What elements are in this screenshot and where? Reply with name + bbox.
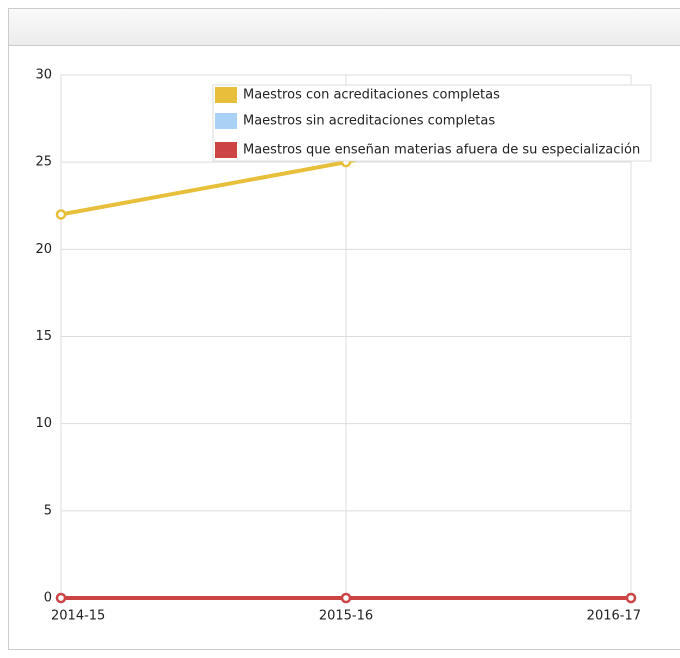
legend-label: Maestros sin acreditaciones completas bbox=[243, 114, 495, 129]
legend-swatch bbox=[215, 142, 237, 158]
x-tick-label: 2016-17 bbox=[587, 609, 641, 624]
x-tick-label: 2014-15 bbox=[51, 609, 105, 624]
y-tick-label: 20 bbox=[35, 242, 52, 257]
data-point bbox=[627, 594, 635, 602]
y-tick-label: 0 bbox=[44, 591, 52, 606]
y-tick-label: 10 bbox=[35, 416, 52, 431]
y-tick-label: 5 bbox=[44, 503, 52, 518]
legend-swatch bbox=[215, 113, 237, 129]
data-point bbox=[57, 594, 65, 602]
legend-swatch bbox=[215, 87, 237, 103]
data-point bbox=[57, 210, 65, 218]
legend-label: Maestros que enseñan materias afuera de … bbox=[243, 143, 640, 158]
data-point bbox=[342, 594, 350, 602]
y-tick-label: 25 bbox=[35, 155, 52, 170]
x-tick-label: 2015-16 bbox=[319, 609, 373, 624]
y-tick-label: 30 bbox=[35, 68, 52, 83]
panel-header bbox=[9, 9, 680, 45]
legend-label: Maestros con acreditaciones completas bbox=[243, 88, 500, 103]
y-tick-label: 15 bbox=[35, 329, 52, 344]
